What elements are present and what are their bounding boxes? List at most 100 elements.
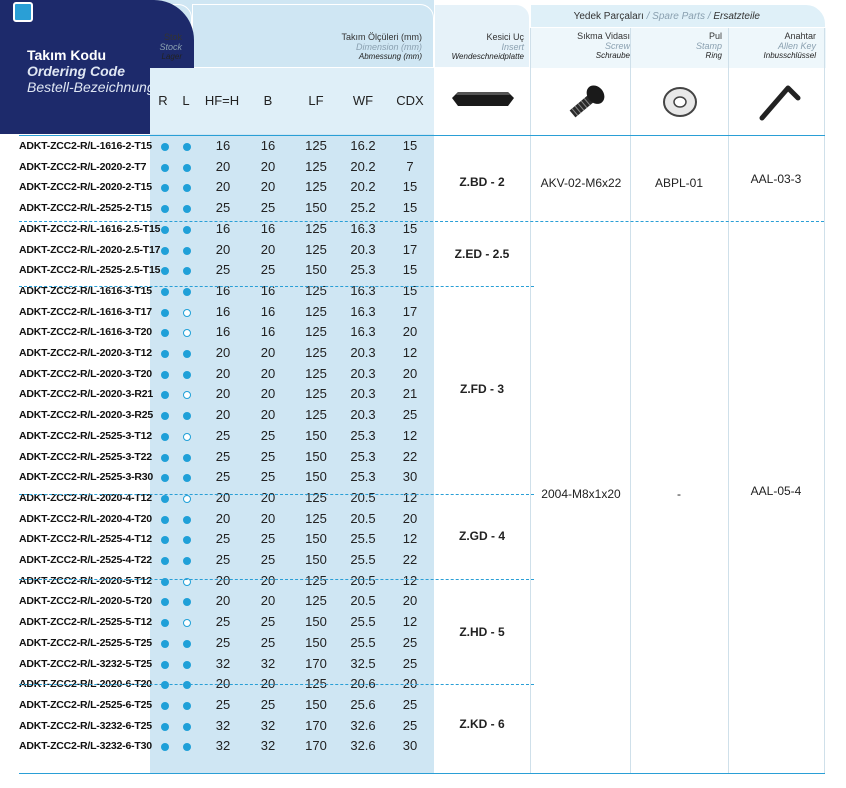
stock-r-dot [161, 246, 169, 255]
cell-lf: 150 [305, 552, 327, 567]
stock-l-dot [183, 557, 191, 565]
stock-l-dot [183, 329, 191, 338]
stock-r-dot [161, 743, 169, 752]
row-code: ADKT-ZCC2-R/L-2525-5-T12 [19, 616, 152, 629]
cell-hf: 20 [215, 386, 231, 402]
cell-lf: 150 [305, 200, 327, 216]
cell-lf: 125 [305, 158, 327, 174]
stock-r-dot [161, 660, 169, 669]
stock-en: Stock [159, 42, 182, 52]
cell-wf: 25.3 [350, 469, 376, 485]
cell-hf: 20 [215, 593, 231, 609]
cell-hf: 16 [215, 138, 231, 153]
stock-l-dot [183, 619, 191, 628]
row-code: ADKT-ZCC2-R/L-2525-2-T15 [19, 202, 152, 215]
cell-wf: 32.6 [350, 738, 376, 754]
stock-r-dot [161, 350, 169, 358]
cell-lf: 125 [305, 324, 327, 340]
cell-b: 20 [260, 407, 276, 423]
insert-label: Z.FD - 3 [460, 382, 504, 396]
cell-b: 20 [260, 489, 276, 505]
cell-wf: 25.3 [350, 448, 376, 464]
row-code: ADKT-ZCC2-R/L-2020-2.5-T17 [19, 243, 161, 256]
cell-lf: 125 [305, 138, 327, 153]
spare-sep1: / [643, 11, 653, 22]
stock-r-dot [161, 370, 169, 379]
stock-r-dot [161, 184, 169, 193]
cell-b: 25 [260, 469, 276, 485]
cell-lf: 125 [305, 386, 327, 402]
cell-cdx: 17 [402, 303, 418, 319]
row-code: ADKT-ZCC2-R/L-2525-5-T25 [19, 636, 152, 649]
cell-cdx: 20 [402, 324, 418, 340]
cell-hf: 25 [215, 552, 231, 567]
stock-l-dot [183, 639, 191, 648]
stock-l-dot [183, 225, 191, 234]
stock-l-dot [183, 474, 191, 483]
cell-cdx: 25 [402, 655, 418, 671]
screw-image [569, 85, 605, 118]
cell-lf: 150 [305, 262, 327, 278]
stock-l-dot [183, 287, 191, 296]
cell-lf: 170 [305, 717, 327, 733]
cell-wf: 20.5 [350, 489, 376, 505]
key-header: Anahtar Allen Key Inbusschlüssel [732, 31, 816, 61]
cell-wf: 20.5 [350, 510, 376, 526]
cell-b: 25 [260, 427, 276, 443]
stock-r-dot [161, 453, 169, 462]
cell-b: 25 [260, 696, 276, 712]
cell-wf: 25.3 [350, 262, 376, 278]
cell-cdx: 15 [402, 179, 418, 195]
cell-cdx: 12 [402, 614, 418, 630]
cell-lf: 150 [305, 448, 327, 464]
stock-l-dot [183, 598, 191, 607]
stamp-value: ABPL-01 [654, 176, 704, 190]
cell-lf: 125 [305, 593, 327, 609]
stock-r-dot [161, 639, 169, 648]
stock-l-dot [183, 350, 191, 358]
cell-cdx: 7 [406, 158, 414, 174]
col-hf: HF=H [204, 93, 240, 108]
cell-wf: 20.3 [350, 407, 376, 423]
stock-r-dot [161, 163, 169, 172]
key-tr: Anahtar [784, 31, 816, 41]
col-r: R [158, 93, 168, 108]
dims-header: Takım Ölçüleri (mm) Dimension (mm) Abmes… [250, 32, 423, 62]
stamp-value: - [677, 487, 681, 501]
spare-tr: Yedek Parçaları [573, 11, 644, 22]
divider [630, 28, 631, 774]
stock-l-dot [183, 681, 191, 690]
row-code: ADKT-ZCC2-R/L-2020-2-T7 [19, 160, 147, 173]
row-code: ADKT-ZCC2-R/L-2020-3-T12 [19, 347, 152, 359]
cell-lf: 125 [305, 572, 327, 588]
cell-cdx: 22 [402, 448, 418, 464]
key-value: AAL-05-4 [750, 484, 802, 498]
stock-l-dot [183, 743, 191, 752]
cell-hf: 25 [215, 200, 231, 216]
screw-de: Schraube [595, 51, 630, 60]
cell-hf: 25 [215, 469, 231, 485]
cell-cdx: 25 [402, 696, 418, 712]
cell-wf: 25.6 [350, 696, 376, 712]
key-de: Inbusschlüssel [763, 51, 816, 60]
stock-r-dot [161, 308, 169, 317]
cell-cdx: 22 [402, 552, 418, 567]
group-separator [19, 494, 534, 495]
cell-wf: 16.3 [350, 303, 376, 319]
row-code: ADKT-ZCC2-R/L-2020-5-T20 [19, 595, 152, 608]
cell-lf: 125 [305, 303, 327, 319]
row-code: ADKT-ZCC2-R/L-2020-3-R21 [19, 388, 154, 401]
row-code: ADKT-ZCC2-R/L-3232-6-T30 [19, 740, 152, 753]
stock-r-dot [161, 619, 169, 628]
row-code: ADKT-ZCC2-R/L-2525-3-T22 [19, 450, 152, 463]
insert-header: Kesici Uç Insert Wendeschneidplatte [440, 32, 524, 62]
spare-subheader-band [530, 28, 826, 68]
cell-cdx: 25 [402, 717, 418, 733]
row-code: ADKT-ZCC2-R/L-2525-4-T22 [19, 554, 152, 566]
row-code: ADKT-ZCC2-R/L-1616-2-T15 [19, 140, 152, 152]
screw-value: AKV-02-M6x22 [540, 176, 622, 190]
cell-b: 16 [260, 138, 276, 153]
row-code: ADKT-ZCC2-R/L-2525-3-T12 [19, 429, 152, 442]
stock-l-dot [183, 391, 191, 400]
cell-hf: 20 [215, 489, 231, 505]
